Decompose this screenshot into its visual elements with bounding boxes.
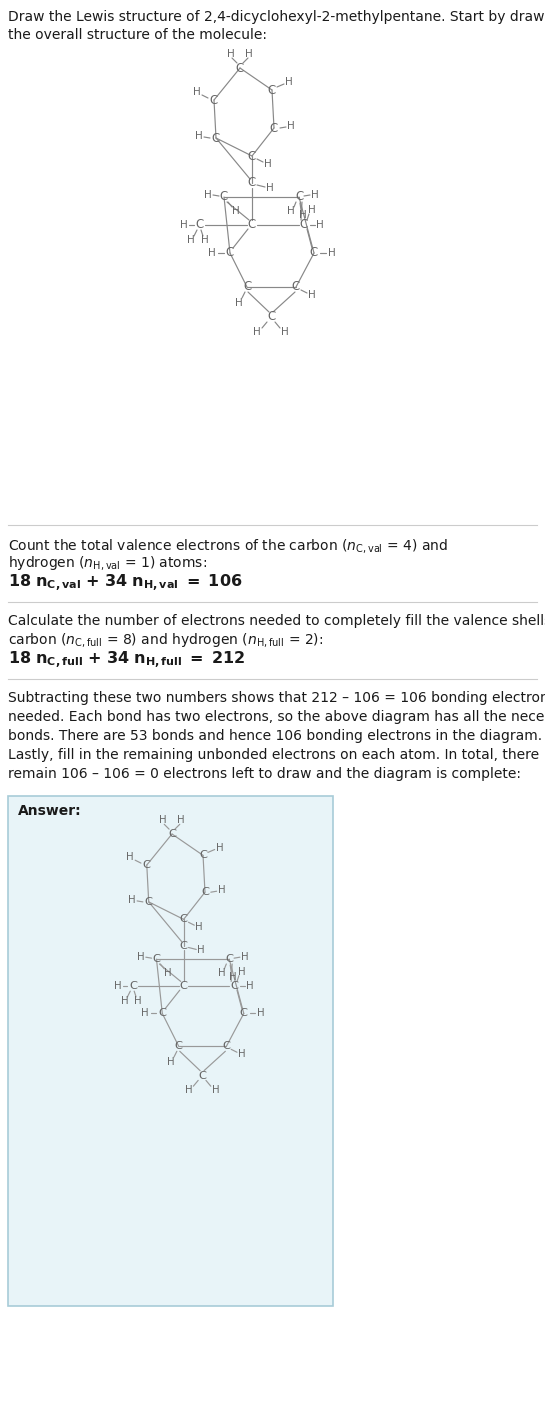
Text: H: H	[257, 1008, 265, 1018]
Text: C: C	[243, 280, 251, 294]
Text: H: H	[232, 206, 240, 216]
Text: H: H	[195, 922, 203, 932]
Text: C: C	[175, 1042, 183, 1052]
Text: C: C	[158, 1008, 166, 1018]
Text: H: H	[160, 816, 167, 826]
Text: H: H	[126, 853, 134, 863]
Text: C: C	[145, 896, 153, 906]
Text: C: C	[225, 954, 233, 964]
Text: C: C	[292, 280, 300, 294]
Text: C: C	[196, 219, 204, 232]
Text: C: C	[168, 829, 176, 839]
Text: H: H	[281, 327, 289, 337]
Text: H: H	[217, 885, 225, 895]
Text: C: C	[143, 860, 151, 870]
Text: C: C	[268, 83, 276, 96]
Text: H: H	[208, 247, 216, 257]
Text: H: H	[229, 971, 237, 981]
Text: H: H	[197, 946, 205, 956]
Text: H: H	[245, 49, 253, 59]
Text: C: C	[212, 132, 220, 144]
Text: H: H	[187, 235, 195, 245]
Text: H: H	[266, 182, 274, 192]
Text: H: H	[287, 122, 295, 132]
Text: C: C	[198, 1070, 206, 1080]
Text: C: C	[226, 246, 234, 260]
Text: H: H	[212, 1085, 220, 1094]
Text: Subtracting these two numbers shows that 212 – 106 = 106 bonding electrons are
n: Subtracting these two numbers shows that…	[8, 691, 545, 781]
Text: C: C	[248, 150, 256, 163]
Text: Calculate the number of electrons needed to completely fill the valence shells f: Calculate the number of electrons needed…	[8, 614, 545, 628]
Text: H: H	[129, 895, 136, 905]
Text: C: C	[180, 915, 187, 925]
Text: hydrogen ($n_{\mathrm{H,val}}$ = 1) atoms:: hydrogen ($n_{\mathrm{H,val}}$ = 1) atom…	[8, 554, 207, 573]
Text: H: H	[308, 290, 316, 300]
Text: H: H	[164, 967, 172, 977]
Text: H: H	[328, 247, 336, 257]
FancyBboxPatch shape	[8, 796, 333, 1307]
Text: H: H	[201, 235, 209, 245]
Text: C: C	[129, 981, 137, 991]
Text: C: C	[240, 1008, 248, 1018]
Text: C: C	[236, 61, 244, 75]
Text: H: H	[185, 1085, 192, 1094]
Text: C: C	[180, 940, 187, 950]
Text: H: H	[238, 967, 246, 977]
Text: C: C	[300, 219, 308, 232]
Text: H: H	[141, 1008, 149, 1018]
Text: C: C	[295, 191, 303, 204]
Text: H: H	[241, 952, 249, 962]
Text: H: H	[238, 1049, 246, 1059]
Text: H: H	[217, 967, 225, 977]
Text: H: H	[285, 76, 293, 88]
Text: H: H	[137, 952, 145, 962]
Text: H: H	[316, 221, 324, 230]
Text: H: H	[167, 1056, 175, 1068]
Text: H: H	[264, 158, 272, 170]
Text: Count the total valence electrons of the carbon ($n_{\mathrm{C,val}}$ = 4) and: Count the total valence electrons of the…	[8, 537, 448, 556]
Text: C: C	[270, 122, 278, 134]
Text: H: H	[177, 816, 185, 826]
Text: H: H	[180, 221, 188, 230]
Text: H: H	[114, 981, 122, 991]
Text: H: H	[204, 189, 212, 199]
Text: C: C	[180, 981, 187, 991]
Text: H: H	[227, 49, 235, 59]
Text: C: C	[248, 219, 256, 232]
Text: H: H	[120, 995, 128, 1005]
Text: C: C	[210, 93, 218, 106]
Text: C: C	[230, 981, 238, 991]
Text: C: C	[220, 191, 228, 204]
Text: H: H	[308, 205, 316, 215]
Text: H: H	[235, 298, 243, 308]
Text: H: H	[253, 327, 261, 337]
Text: H: H	[287, 206, 295, 216]
Text: H: H	[134, 995, 142, 1005]
Text: H: H	[246, 981, 253, 991]
Text: Draw the Lewis structure of 2,4-dicyclohexyl-2-methylpentane. Start by drawing
t: Draw the Lewis structure of 2,4-dicycloh…	[8, 10, 545, 42]
Text: H: H	[299, 211, 307, 221]
Text: carbon ($n_{\mathrm{C,full}}$ = 8) and hydrogen ($n_{\mathrm{H,full}}$ = 2):: carbon ($n_{\mathrm{C,full}}$ = 8) and h…	[8, 631, 323, 649]
Text: C: C	[222, 1042, 231, 1052]
Text: $\mathbf{18}$ $\mathbf{n_{\mathbf{C,val}}}$ $\mathbf{+}$ $\mathbf{34}$ $\mathbf{: $\mathbf{18}$ $\mathbf{n_{\mathbf{C,val}…	[8, 573, 243, 594]
Text: H: H	[216, 843, 223, 853]
Text: C: C	[199, 850, 207, 860]
Text: C: C	[310, 246, 318, 260]
Text: $\mathbf{18}$ $\mathbf{n_{\mathbf{C,full}}}$ $\mathbf{+}$ $\mathbf{34}$ $\mathbf: $\mathbf{18}$ $\mathbf{n_{\mathbf{C,full…	[8, 650, 246, 672]
Text: C: C	[267, 311, 275, 324]
Text: H: H	[193, 88, 201, 98]
Text: H: H	[311, 189, 319, 199]
Text: H: H	[195, 132, 203, 141]
Text: C: C	[248, 177, 256, 189]
Text: Answer:: Answer:	[18, 805, 82, 819]
Text: C: C	[201, 887, 209, 898]
Text: C: C	[153, 954, 160, 964]
